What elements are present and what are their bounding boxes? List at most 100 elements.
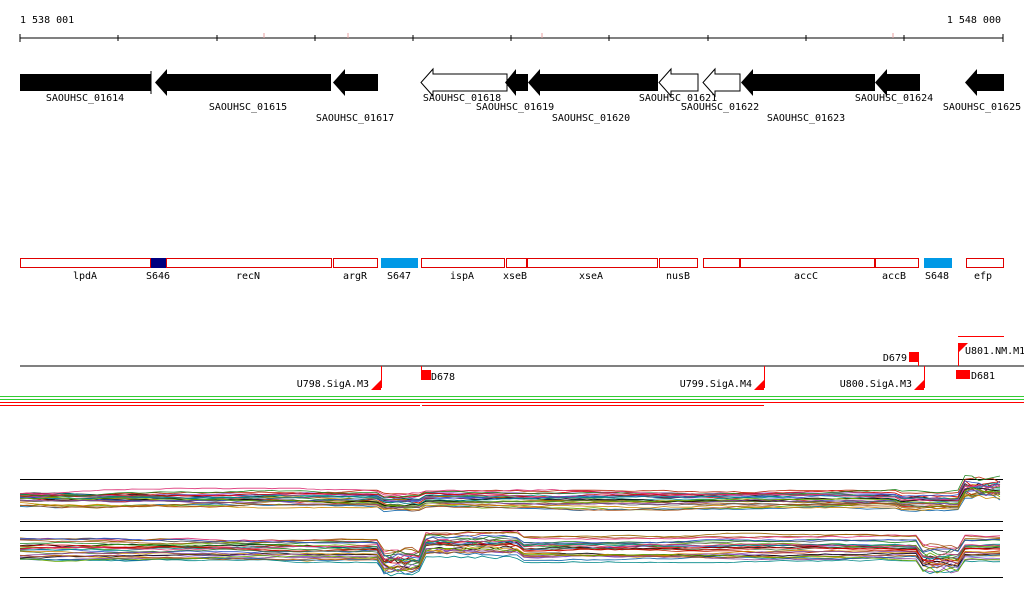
feature-efp[interactable]: efp (966, 258, 1004, 283)
ruler-marks (263, 33, 894, 38)
feature-xseb[interactable]: xseB (503, 258, 527, 283)
expression-tracks (19, 475, 1003, 578)
gene-arrow[interactable] (965, 69, 1004, 96)
expression-profile-line (19, 549, 1001, 573)
gene-saouhsc-01615[interactable]: SAOUHSC_01615 (155, 69, 331, 113)
promoter-label: U799.SigA.M4 (680, 379, 752, 390)
gene-label: SAOUHSC_01614 (46, 93, 124, 104)
expression-profile-line (19, 484, 1001, 501)
expression-profile-line (19, 534, 1001, 559)
gene-saouhsc-01621[interactable]: SAOUHSC_01621 (639, 67, 717, 104)
gene-label: SAOUHSC_01623 (767, 113, 845, 124)
expression-profile-line (19, 487, 1001, 507)
promoter-label: U800.SigA.M3 (840, 379, 912, 390)
feature-unlabeled[interactable] (703, 258, 740, 268)
promoter-u800[interactable]: U800.SigA.M3 (840, 366, 925, 390)
expression-profile-line (19, 546, 1001, 570)
gene-arrow[interactable] (505, 69, 528, 96)
gene-label: SAOUHSC_01618 (423, 93, 501, 104)
gene-saouhsc-01620[interactable]: SAOUHSC_01620 (528, 69, 658, 124)
feature-accc[interactable]: accC (740, 258, 875, 283)
gene-label: SAOUHSC_01620 (552, 113, 630, 124)
gene-label: SAOUHSC_01622 (681, 102, 759, 113)
feature-label: lpdA (73, 271, 97, 282)
gene-saouhsc-01624[interactable]: SAOUHSC_01624 (855, 69, 933, 104)
gene-arrow[interactable] (741, 69, 875, 96)
gene-arrow[interactable] (658, 67, 699, 98)
feature-s646[interactable]: S646 (146, 258, 170, 282)
feature-label: efp (974, 271, 992, 282)
promoter-u798[interactable]: U798.SigA.M3 (297, 366, 382, 390)
feature-s647[interactable]: S647 (381, 258, 418, 282)
gene-arrow[interactable] (20, 74, 151, 91)
site-d679[interactable]: D679 (883, 352, 919, 366)
feature-lpda[interactable]: lpdA (20, 258, 151, 283)
expression-profile-line (19, 475, 1001, 498)
expression-profile-line (19, 547, 1001, 574)
gene-label: SAOUHSC_01621 (639, 93, 717, 104)
feature-track: lpdA S646 recN argR S647 ispA xseB xseA (20, 258, 1004, 283)
gene-label: SAOUHSC_01624 (855, 93, 933, 104)
expression-profile-line (19, 488, 1001, 512)
expression-profiles-upper (19, 475, 1001, 513)
expression-profiles-lower (19, 530, 1001, 577)
regulatory-track: U798.SigA.M3 D678 U799.SigA.M4 U800.SigA… (0, 336, 1024, 406)
promoter-u801[interactable]: U801.NM.M1 (958, 336, 1024, 367)
gene-label: SAOUHSC_01617 (316, 113, 394, 124)
expression-profile-line (19, 549, 1001, 574)
feature-ispa[interactable]: ispA (421, 258, 505, 283)
feature-label: accB (882, 271, 906, 282)
gene-track: SAOUHSC_01614 SAOUHSC_01615 SAOUHSC_0161… (20, 67, 1021, 124)
transcript-lines (0, 396, 1024, 406)
promoter-label: U801.NM.M1 (965, 346, 1024, 357)
feature-nusb[interactable]: nusB (659, 258, 698, 283)
gene-saouhsc-01619[interactable]: SAOUHSC_01619 (476, 69, 554, 113)
feature-label: ispA (450, 271, 474, 282)
feature-accb[interactable]: accB (875, 258, 919, 283)
site-label: D678 (431, 372, 455, 383)
feature-label: recN (236, 271, 260, 282)
promoter-u799[interactable]: U799.SigA.M4 (680, 366, 765, 390)
site-d678[interactable]: D678 (421, 366, 455, 383)
gene-label: SAOUHSC_01619 (476, 102, 554, 113)
feature-label: xseB (503, 271, 527, 282)
expression-profile-line (19, 540, 1000, 562)
feature-label: xseA (579, 271, 603, 282)
gene-saouhsc-01614[interactable]: SAOUHSC_01614 (20, 71, 152, 104)
site-d681[interactable]: D681 (956, 370, 995, 382)
expression-profile-line (19, 530, 1001, 555)
ruler-ticks (19, 34, 1004, 42)
feature-label: S646 (146, 271, 170, 282)
gene-arrow[interactable] (333, 69, 378, 96)
feature-argr[interactable]: argR (333, 258, 378, 283)
gene-arrow[interactable] (528, 69, 658, 96)
gene-saouhsc-01622[interactable]: SAOUHSC_01622 (681, 67, 759, 113)
coordinate-ruler: 1 538 001 1 548 000 (19, 15, 1004, 42)
expression-profile-line (19, 546, 1001, 570)
gene-saouhsc-01618[interactable]: SAOUHSC_01618 (420, 67, 508, 104)
expression-profile-line (19, 484, 1001, 504)
gene-arrow[interactable] (875, 69, 920, 96)
ruler-end-label: 1 548 000 (947, 15, 1001, 26)
feature-s648[interactable]: S648 (924, 258, 952, 282)
gene-label: SAOUHSC_01615 (209, 102, 287, 113)
expression-profile-line (19, 555, 1001, 577)
feature-label: accC (794, 271, 818, 282)
ruler-start-label: 1 538 001 (20, 15, 74, 26)
expression-profile-line (19, 538, 1001, 563)
gene-saouhsc-01623[interactable]: SAOUHSC_01623 (741, 69, 875, 124)
feature-label: argR (343, 271, 368, 282)
gene-saouhsc-01617[interactable]: SAOUHSC_01617 (316, 69, 394, 124)
gene-arrow[interactable] (420, 67, 508, 98)
gene-arrow[interactable] (702, 67, 741, 98)
expression-profile-line (19, 484, 1001, 502)
site-label: D681 (971, 371, 995, 382)
gene-saouhsc-01625[interactable]: SAOUHSC_01625 (943, 69, 1021, 113)
feature-label: nusB (666, 271, 690, 282)
feature-recn[interactable]: recN (166, 258, 332, 283)
gene-arrow[interactable] (155, 69, 331, 96)
expression-profile-line (19, 538, 1001, 561)
feature-xsea[interactable]: xseA (527, 258, 658, 283)
expression-profile-line (19, 489, 1001, 509)
